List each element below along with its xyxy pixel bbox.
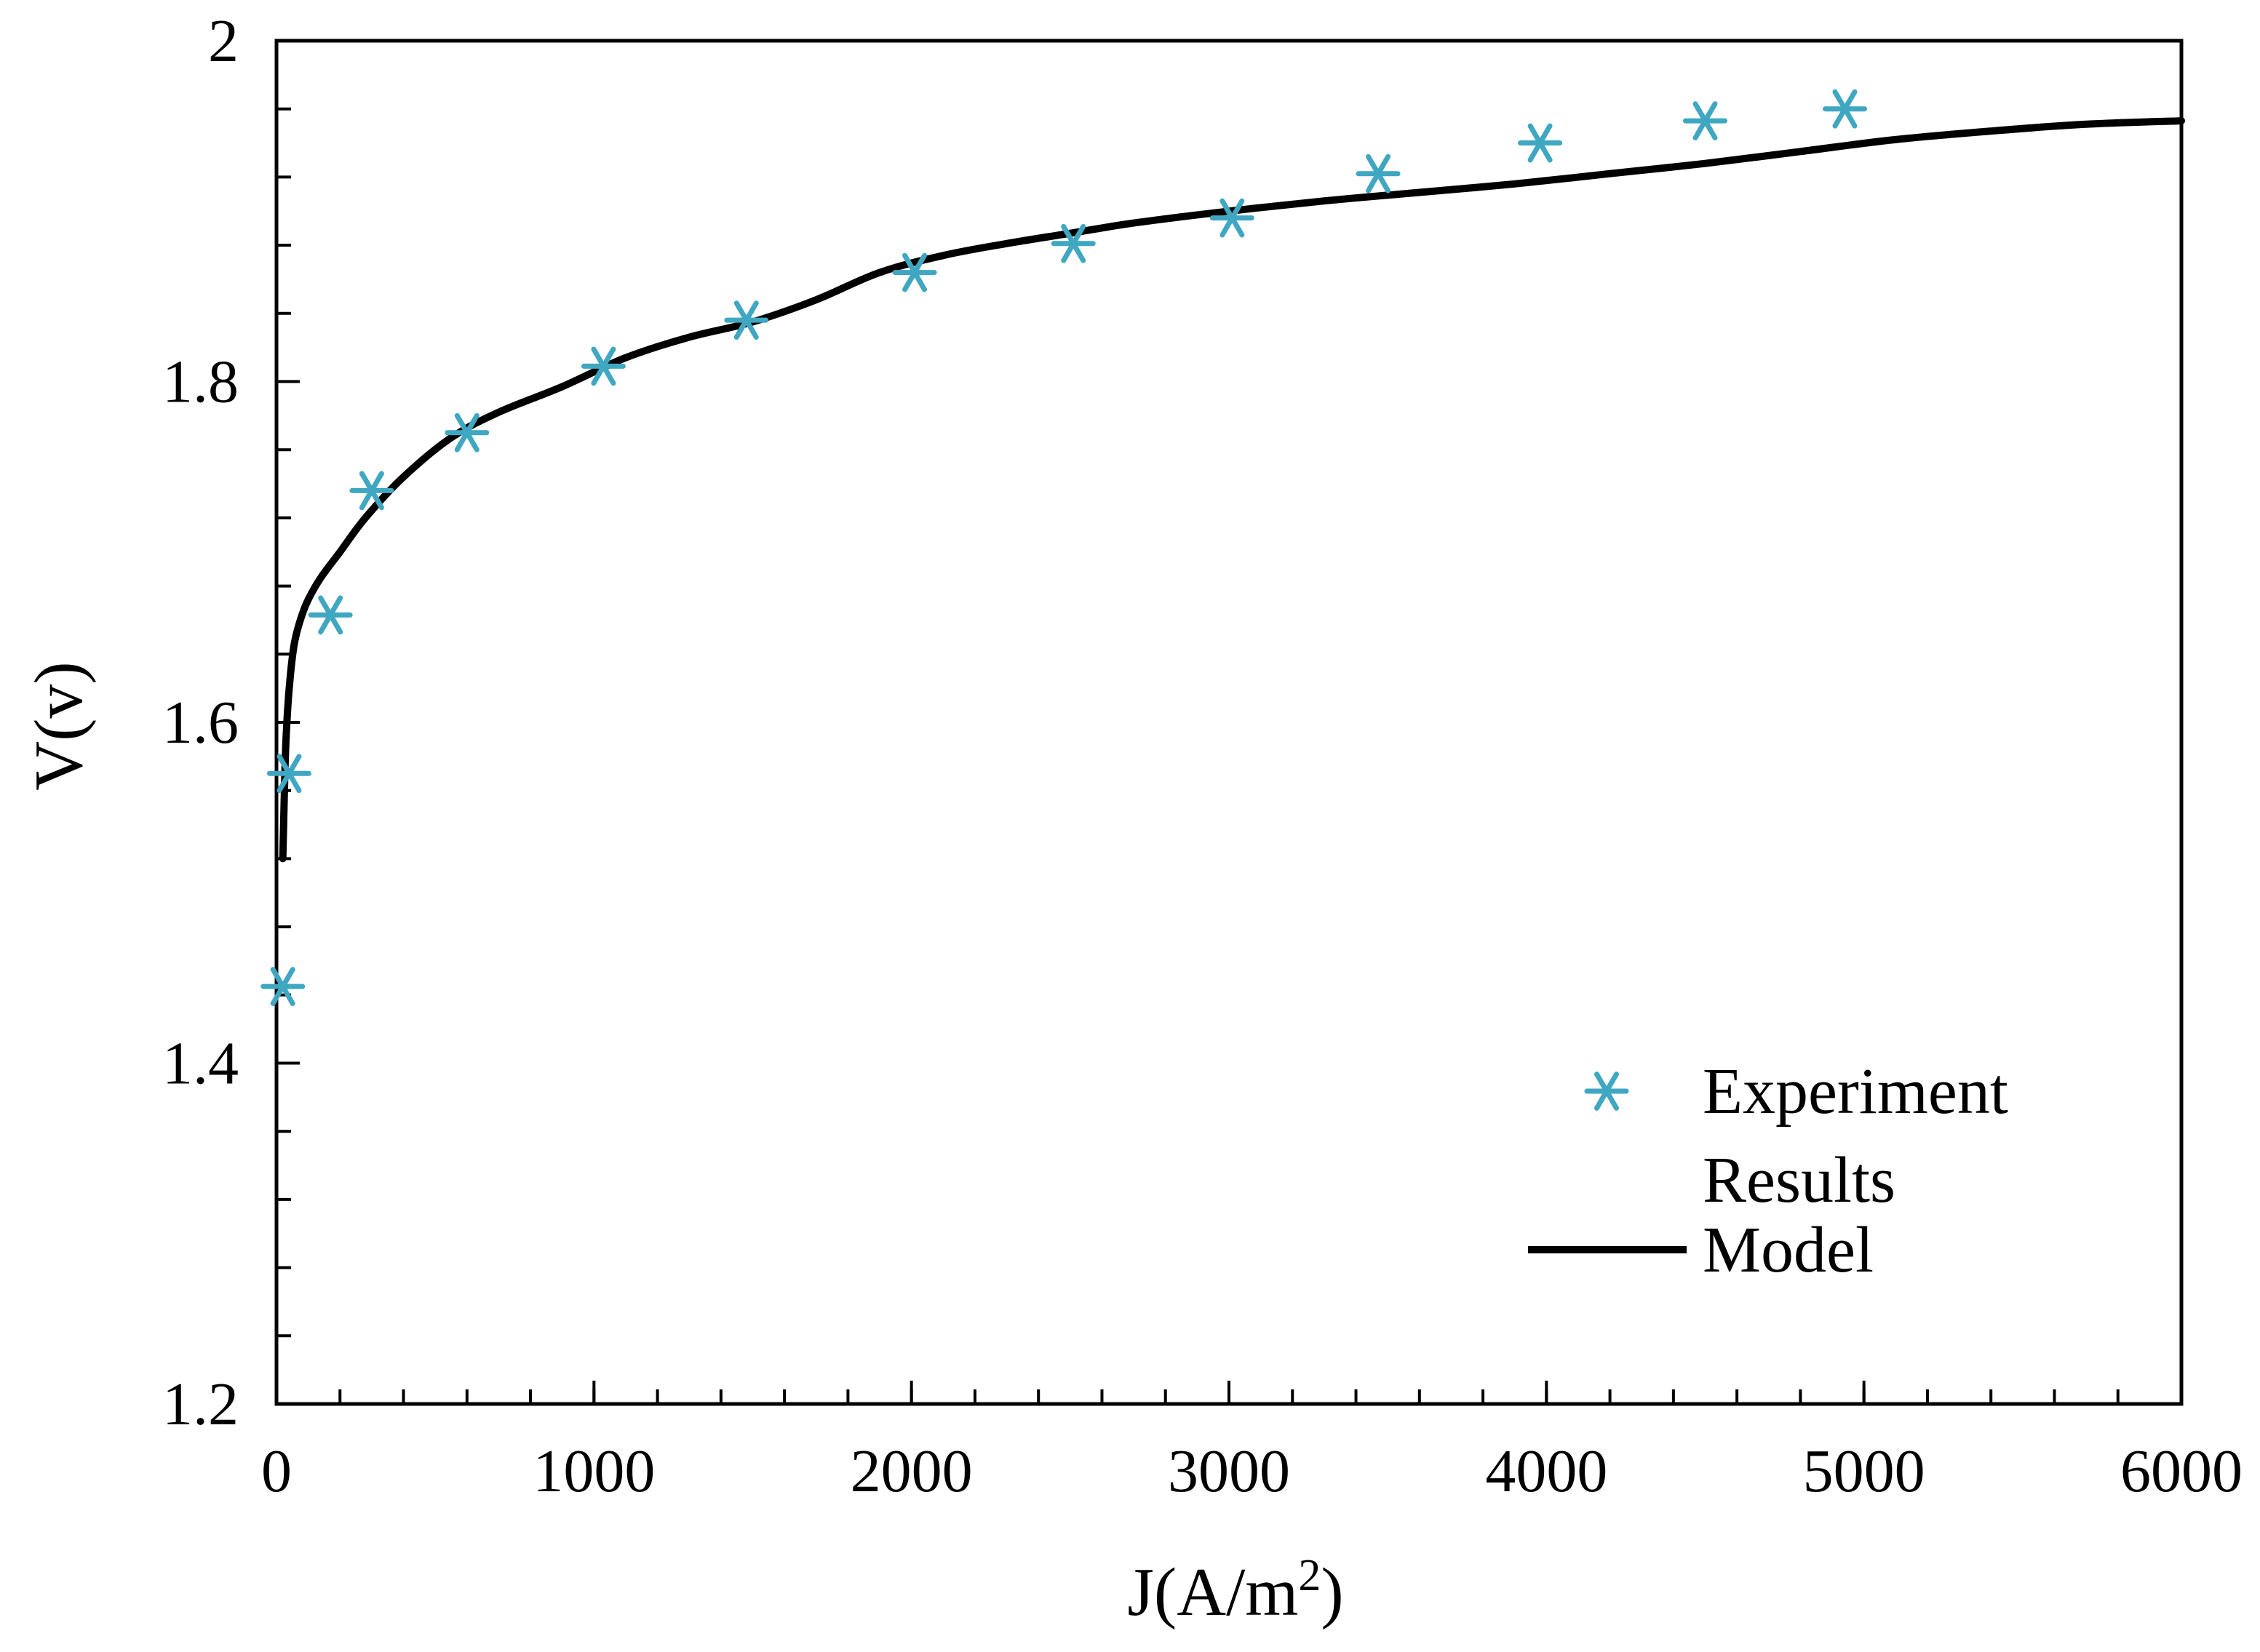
asterisk-stroke [1692, 101, 1718, 140]
legend-experiment-label: Experiment [1703, 1056, 2008, 1128]
experiment-point [1518, 123, 1563, 163]
asterisk-stroke [276, 754, 302, 794]
experiment-point [1051, 223, 1096, 263]
asterisk-stroke [1061, 223, 1086, 263]
x-axis-title-superscript: 2 [1298, 1551, 1321, 1600]
experiment-point [1683, 101, 1727, 140]
asterisk-stroke [359, 471, 384, 511]
y-tick-label: 1.4 [162, 1030, 239, 1098]
experiment-point [260, 967, 306, 1006]
experiment-point [1356, 153, 1401, 193]
y-tick-label: 1.8 [162, 348, 239, 416]
x-axis-title-main: J(A/m [1127, 1555, 1298, 1630]
asterisk-stroke [318, 595, 343, 635]
asterisk-stroke [1594, 1072, 1619, 1111]
x-tick-label: 3000 [1168, 1437, 1290, 1505]
x-tick-label: 4000 [1485, 1437, 1607, 1505]
experiment-point [892, 252, 937, 292]
plot-frame [274, 39, 2184, 1406]
asterisk-stroke [454, 412, 480, 452]
legend-experiment-marker [1584, 1072, 1629, 1111]
y-tick-label: 1.2 [162, 1370, 239, 1438]
legend-experiment-label-line2: Results [1703, 1144, 1895, 1216]
experiment-point [266, 754, 311, 794]
x-tick-label: 0 [261, 1437, 292, 1505]
x-tick-label: 5000 [1803, 1437, 1925, 1505]
experiment-point [1209, 198, 1254, 238]
x-axis-title-close: ) [1321, 1555, 1343, 1630]
asterisk-stroke [1219, 198, 1245, 238]
asterisk-stroke [591, 346, 616, 386]
x-tick-label: 2000 [851, 1437, 973, 1505]
y-tick-label: 1.6 [162, 689, 239, 757]
experiment-point [581, 346, 626, 386]
experiment-point [445, 412, 490, 452]
x-axis-title: J(A/m2) [1127, 1551, 1343, 1630]
y-axis-title: V(v) [21, 661, 97, 791]
x-tick-label: 1000 [533, 1437, 655, 1505]
asterisk-stroke [270, 967, 295, 1006]
experiment-point [724, 300, 769, 340]
experiment-point [349, 471, 394, 511]
asterisk-stroke [1527, 123, 1553, 163]
asterisk-stroke [733, 300, 759, 340]
model-series-line [279, 117, 2185, 863]
x-tick-label: 6000 [2120, 1437, 2243, 1505]
experiment-point [1822, 89, 1867, 129]
asterisk-stroke [1832, 89, 1858, 129]
asterisk-stroke [902, 252, 928, 292]
asterisk-stroke [1366, 153, 1391, 193]
y-tick-label: 2 [208, 7, 239, 75]
experiment-point [308, 595, 353, 635]
legend-model-label: Model [1703, 1214, 1874, 1286]
